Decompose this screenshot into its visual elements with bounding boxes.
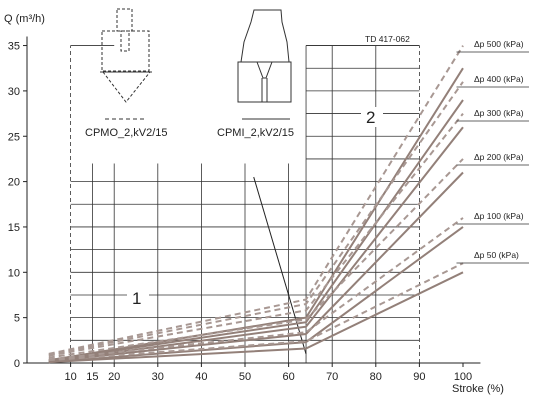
x-tick-label: 80 — [370, 371, 382, 383]
x-tick-label: 100 — [454, 371, 472, 383]
x-tick-label: 20 — [108, 371, 120, 383]
series-label: Δp 500 (kPa) — [474, 39, 524, 49]
series-line-cpmo — [48, 158, 464, 359]
series-line-cpmi — [48, 171, 464, 363]
cpmo-legend-label: CPMO_2,kV2/15 — [85, 127, 168, 139]
cpmo-valve-icon — [101, 8, 152, 103]
x-tick-label: 60 — [282, 371, 294, 383]
y-tick-label: 30 — [8, 86, 20, 98]
series-label: Δp 50 (kPa) — [474, 250, 519, 260]
series-line-cpmi — [48, 67, 464, 362]
series-labels: Δp 500 (kPa) Δp 400 (kPa) Δp 300 (kPa) Δp 2… — [456, 39, 529, 264]
curves — [48, 45, 464, 364]
y-tick-label: 5 — [14, 313, 20, 325]
y-tick-label: 10 — [8, 267, 20, 279]
series-line-cpmo — [48, 217, 464, 361]
x-tick-label: 50 — [239, 371, 251, 383]
y-tick-label: 15 — [8, 222, 20, 234]
y-tick-label: 25 — [8, 131, 20, 143]
x-tick-label: 15 — [86, 371, 98, 383]
series-label: Δp 300 (kPa) — [474, 108, 524, 118]
x-tick-label: 90 — [413, 371, 425, 383]
cpmi-valve-icon — [237, 9, 292, 103]
y-tick-label: 20 — [8, 177, 20, 189]
doc-ref: TD 417-062 — [365, 34, 410, 44]
series-line-cpmo — [48, 81, 464, 356]
series-line-cpmo — [48, 112, 464, 357]
series-line-cpmo — [48, 262, 464, 362]
series-label: Δp 400 (kPa) — [474, 74, 524, 84]
axes — [23, 36, 481, 367]
region-1-label: 1 — [127, 288, 149, 308]
region-2-label: 2 — [361, 107, 383, 127]
x-tick-label: 70 — [326, 371, 338, 383]
series-line-cpmi — [48, 126, 464, 363]
tick-labels: 0 5 10 15 20 25 30 35 10 15 20 30 40 50 60 70 80 90 100 — [8, 41, 472, 383]
series-line-cpmi — [48, 99, 464, 362]
svg-text:1: 1 — [132, 289, 141, 308]
series-line-cpmi — [48, 226, 464, 364]
series-label: Δp 100 (kPa) — [474, 211, 524, 221]
x-tick-label: 30 — [152, 371, 164, 383]
cpmi-legend-label: CPMI_2,kV2/15 — [217, 127, 294, 139]
y-tick-label: 35 — [8, 41, 20, 53]
svg-text:2: 2 — [366, 108, 375, 127]
y-axis-title: Q (m³/h) — [4, 13, 45, 25]
y-tick-label: 0 — [14, 358, 20, 370]
series-label: Δp 200 (kPa) — [474, 152, 524, 162]
x-tick-label: 10 — [64, 371, 76, 383]
x-tick-label: 40 — [195, 371, 207, 383]
series-line-cpmi — [48, 271, 464, 364]
x-axis-title: Stroke (%) — [452, 383, 504, 395]
series-line-cpmo — [48, 45, 464, 355]
